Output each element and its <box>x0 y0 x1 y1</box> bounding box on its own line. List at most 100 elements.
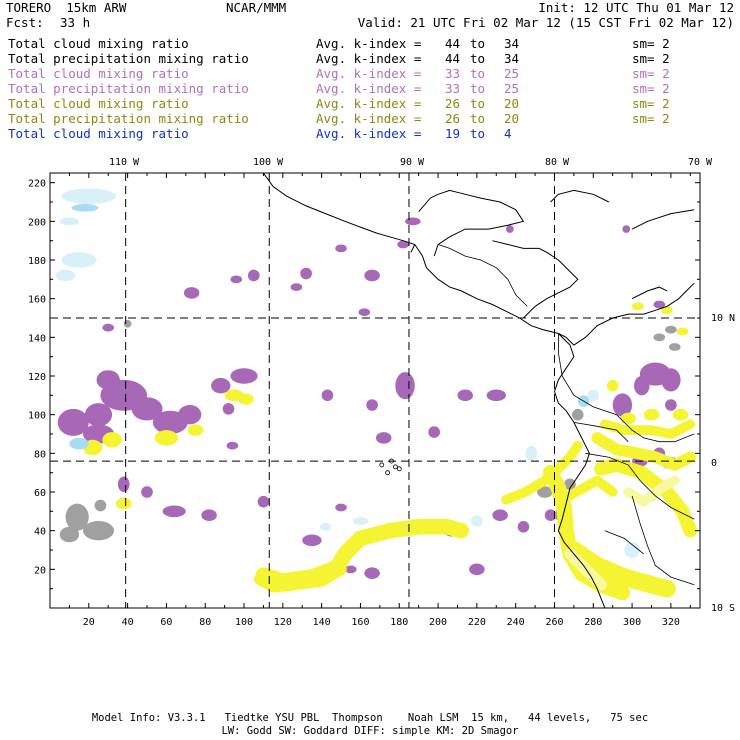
x-tick-label: 80 <box>199 617 211 628</box>
x-tick-label: 280 <box>584 617 602 628</box>
coastline <box>418 189 525 257</box>
legend-index: Avg. k-index = <box>316 66 422 81</box>
latitude-label: 0 <box>711 458 717 469</box>
x-tick-label: 120 <box>274 617 292 628</box>
legend-field: Total cloud mixing ratio <box>8 96 189 111</box>
org-label: NCAR/MMM <box>226 0 287 15</box>
x-tick-label: 180 <box>390 617 408 628</box>
model-info: Model Info: V3.3.1 Tiedtke YSU PBL Thomp… <box>91 712 649 724</box>
latitude-label: 10 N <box>711 313 735 324</box>
field-cell <box>57 408 89 436</box>
legend-to: to <box>470 36 486 51</box>
coastline <box>631 286 668 300</box>
field-cell <box>69 437 89 450</box>
field-cell <box>653 333 666 342</box>
field-cell <box>672 408 689 421</box>
field-cell <box>59 217 80 226</box>
legend-field: Total cloud mixing ratio <box>8 66 189 81</box>
field-cell <box>61 188 116 204</box>
field-cell <box>238 393 254 406</box>
y-tick-label: 200 <box>28 217 46 228</box>
field-cell <box>319 522 332 531</box>
field-cell <box>178 405 202 425</box>
x-tick-label: 160 <box>351 617 369 628</box>
legend-from: 19 <box>445 126 461 141</box>
y-tick-label: 120 <box>28 372 46 383</box>
field-cell <box>247 269 260 282</box>
x-tick-label: 240 <box>507 617 525 628</box>
field-cell <box>622 225 631 233</box>
country-border <box>573 422 629 442</box>
field-cell <box>162 505 186 518</box>
legend-from: 26 <box>445 111 461 126</box>
legend-field: Total cloud mixing ratio <box>8 36 189 51</box>
coastline <box>410 244 416 253</box>
field-cell <box>469 563 485 576</box>
legend-from: 44 <box>445 51 461 66</box>
country-border <box>437 244 528 307</box>
field-band <box>255 519 470 589</box>
longitude-label: 100 W <box>253 157 284 168</box>
legend-until: 20 <box>504 111 520 126</box>
field-band <box>600 419 696 439</box>
legend-field: Total precipitation mixing ratio <box>8 111 249 126</box>
field-cell <box>492 509 508 521</box>
field-cell <box>676 327 689 336</box>
country-border <box>558 333 695 443</box>
legend-smoothing: sm= 2 <box>632 51 670 66</box>
y-tick-label: 40 <box>34 527 46 538</box>
field-cell <box>375 432 392 444</box>
legend-index: Avg. k-index = <box>316 81 422 96</box>
field-band <box>591 432 697 471</box>
coastline <box>631 209 695 230</box>
field-cell <box>665 399 677 411</box>
legend-smoothing: sm= 2 <box>632 81 670 96</box>
field-cell <box>643 408 660 421</box>
field-cell <box>94 499 107 512</box>
field-cell <box>117 476 130 492</box>
field-cell <box>661 306 673 315</box>
latitude-label: 10 S <box>711 603 735 614</box>
field-cell <box>620 412 636 425</box>
x-tick-label: 260 <box>545 617 563 628</box>
init-time: Init: 12 UTC Thu 01 Mar 12 <box>538 0 734 15</box>
field-cell <box>505 225 514 233</box>
legend-to: to <box>470 126 486 141</box>
coastlines <box>262 173 695 608</box>
field-cell <box>537 486 553 498</box>
y-tick-label: 140 <box>28 333 46 344</box>
longitude-label: 80 W <box>545 157 570 168</box>
country-border <box>604 530 644 555</box>
longitude-label: 110 W <box>109 157 140 168</box>
y-tick-label: 180 <box>28 256 46 267</box>
longitude-label: 70 W <box>688 157 713 168</box>
field-cell <box>102 323 115 332</box>
legend-to: to <box>470 111 486 126</box>
coastline <box>262 173 606 608</box>
field-band <box>594 458 698 538</box>
legend-from: 44 <box>445 36 461 51</box>
model-title: TORERO 15km ARW <box>6 0 127 15</box>
legend-smoothing: sm= 2 <box>632 66 670 81</box>
field-cell <box>606 379 619 392</box>
field-cell <box>457 389 473 402</box>
valid-time: Valid: 21 UTC Fri 02 Mar 12 (15 CST Fri … <box>357 15 734 30</box>
country-border <box>631 495 695 586</box>
field-cell <box>59 526 80 543</box>
legend-from: 26 <box>445 96 461 111</box>
forecast-label: Fcst: <box>6 15 44 30</box>
field-cell <box>571 408 584 421</box>
legend-index: Avg. k-index = <box>316 51 422 66</box>
field-cell <box>364 567 380 579</box>
coastline <box>550 189 610 203</box>
field-band <box>553 475 618 507</box>
legend-until: 34 <box>504 51 520 66</box>
legend-index: Avg. k-index = <box>316 36 422 51</box>
field-cell <box>335 503 347 512</box>
field-cell <box>335 244 347 253</box>
field-cell <box>352 517 369 525</box>
island <box>379 462 385 468</box>
island <box>392 464 398 470</box>
field-cell <box>366 399 378 411</box>
